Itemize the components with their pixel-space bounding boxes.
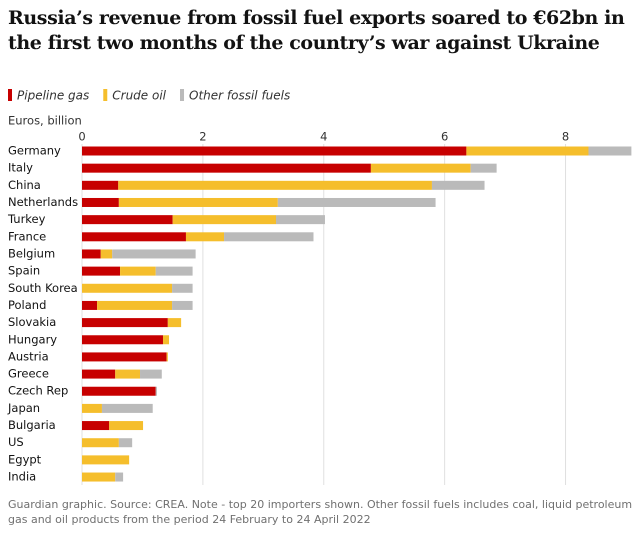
bar-segment [140,369,162,379]
bar-segment [82,472,116,482]
bar-segment [155,386,157,396]
x-tick-label: 0 [78,130,85,144]
y-tick-label: Greece [8,367,49,381]
legend-swatch [8,89,12,101]
bar-segment [82,163,371,173]
bar-segment [82,146,467,156]
y-tick-label: China [8,178,41,192]
bar-segment [82,438,119,448]
legend-label: Crude oil [112,89,166,103]
legend-swatch [180,89,185,101]
bar-segment [82,197,119,207]
y-tick-label: US [8,435,24,449]
bar-segment [588,146,632,156]
bar-segment [120,266,156,276]
bar-segment [431,180,485,190]
bar-segment [115,369,141,379]
x-tick-label: 8 [562,130,569,144]
y-tick-label: Netherlands [8,195,78,209]
y-tick-label: Slovakia [8,315,56,329]
bar-segment [82,421,110,431]
bar-segment [277,197,436,207]
bar-segment [276,215,325,225]
bar-segment [82,455,130,465]
y-tick-label: Germany [8,144,61,158]
axis-label: Euros, billion [8,114,82,128]
bar-segment [162,335,170,345]
x-tick-label: 4 [320,130,327,144]
bar-segment [101,403,153,413]
bar-segment [82,335,163,345]
y-tick-label: India [8,470,36,484]
bar-segment [172,300,193,310]
y-tick-label: Belgium [8,246,55,260]
bar-segment [155,266,193,276]
bar-segment [470,163,497,173]
x-tick-label: 6 [441,130,448,144]
bar-segment [172,215,277,225]
bar-segment [118,197,278,207]
y-tick-label: Hungary [8,332,57,346]
bar-segment [115,472,124,482]
y-tick-label: Spain [8,264,40,278]
bar-segment [118,180,432,190]
bar-segment [82,318,168,328]
bar-segment [82,352,167,362]
y-tick-label: South Korea [8,281,78,295]
y-tick-label: Italy [8,161,33,175]
y-tick-label: Bulgaria [8,418,56,432]
bar-segment [166,352,168,362]
bar-segment [118,438,133,448]
bar-segment [82,232,186,242]
bar-segment [82,180,119,190]
bar-segment [82,386,156,396]
y-tick-label: Turkey [7,212,46,226]
bar-segment [82,283,173,293]
legend-label: Pipeline gas [17,89,89,103]
bar-segment [109,421,144,431]
bar-segment [370,163,471,173]
source-note: Guardian graphic. Source: CREA. Note - t… [8,498,633,526]
bar-segment [167,318,182,328]
x-tick-label: 2 [199,130,206,144]
y-tick-label: France [8,229,46,243]
bar-segment [466,146,589,156]
bar-segment [100,249,113,259]
bar-segment [97,300,173,310]
bar-segment [82,249,101,259]
y-tick-label: Japan [7,401,40,415]
bar-segment [82,266,121,276]
bar-segment [112,249,196,259]
bar-segment [172,283,193,293]
y-tick-label: Poland [8,298,46,312]
bar-segment [82,215,173,225]
chart-title: Russia’s revenue from fossil fuel export… [8,7,625,54]
y-tick-label: Egypt [8,452,42,466]
bar-segment [82,369,116,379]
legend-swatch [103,89,108,101]
y-tick-label: Czech Rep [8,384,68,398]
bar-segment [185,232,225,242]
bar-segment [224,232,314,242]
bar-segment [82,403,102,413]
y-tick-label: Austria [8,349,49,363]
bar-segment [82,300,98,310]
legend-label: Other fossil fuels [189,89,290,103]
